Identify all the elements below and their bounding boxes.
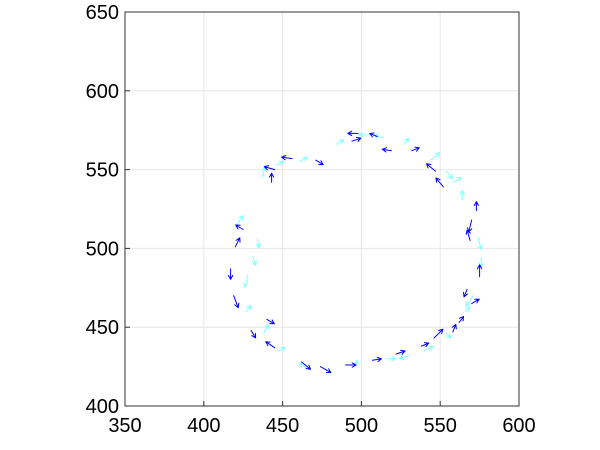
y-tick-label: 400 [86, 396, 119, 418]
grid [124, 11, 520, 407]
quiver-arrow [463, 288, 468, 298]
quiver-arrow [301, 361, 311, 370]
quiver-arrow [452, 177, 463, 183]
quiver-arrow [263, 165, 276, 171]
quiver-arrow [381, 147, 392, 153]
quiver-arrow [395, 349, 406, 355]
quiver-arrow [426, 163, 436, 172]
quiver-arrow [255, 238, 261, 249]
quiver-arrow [358, 132, 370, 138]
quiver-arrow [465, 295, 474, 307]
quiver-arrow [299, 156, 308, 163]
quiver-arrow [435, 177, 444, 188]
quiver-arrow [265, 341, 276, 349]
quiver-arrow [433, 328, 444, 339]
quiver-arrow [335, 139, 345, 145]
quiver-arrow [347, 130, 359, 136]
quiver-arrow [369, 132, 378, 138]
quiver-arrow [227, 268, 234, 280]
quiver-arrow [319, 366, 332, 374]
quiver-arrow [236, 215, 244, 226]
quiver-arrow [411, 146, 420, 152]
y-tick-label: 500 [86, 238, 119, 260]
x-tick-label: 600 [502, 415, 535, 437]
x-tick-label: 350 [108, 415, 141, 437]
quiver-arrow [266, 318, 275, 325]
quiver-arrow [275, 160, 285, 166]
quiver-arrow [420, 342, 430, 348]
quiver-arrow [277, 346, 286, 352]
quiver-arrow [345, 362, 357, 368]
y-tick-label: 550 [86, 160, 119, 182]
quiver-arrow [446, 170, 453, 180]
quiver-arrow [263, 324, 269, 334]
quiver-arrow [234, 237, 241, 248]
quiver-arrow [243, 274, 249, 288]
x-axis-tick-labels: 350 400 450 500 550 600 [108, 415, 535, 437]
quiver-arrow [476, 264, 483, 278]
quiver-arrow [281, 155, 293, 161]
y-axis-tick-labels: 400 450 500 550 600 650 [86, 2, 119, 418]
quiver-arrow [251, 255, 257, 266]
arrow-series-inner [227, 130, 483, 374]
quiver-arrow [446, 333, 452, 339]
quiver-arrow [386, 356, 397, 362]
x-tick-label: 450 [266, 415, 299, 437]
arrow-field [227, 130, 484, 374]
quiver-arrow [268, 172, 275, 183]
quiver-arrow [467, 219, 473, 233]
quiver-arrow [235, 224, 244, 230]
quiver-arrow [315, 159, 324, 166]
quiver-arrow [351, 136, 362, 142]
quiver-arrow [430, 152, 441, 161]
quiver-arrow [465, 229, 471, 241]
quiver-arrow [245, 304, 252, 312]
quiver-arrow [423, 345, 434, 352]
x-tick-label: 550 [424, 415, 457, 437]
y-tick-label: 600 [86, 81, 119, 103]
quiver-arrow [451, 323, 457, 333]
x-tick-label: 400 [187, 415, 220, 437]
quiver-arrow [471, 298, 480, 305]
x-tick-label: 500 [345, 415, 378, 437]
quiver-arrow [477, 236, 483, 250]
plot-area-frame [124, 11, 520, 407]
quiver-arrow [458, 316, 465, 323]
y-tick-label: 450 [86, 317, 119, 339]
quiver-arrow [464, 306, 471, 312]
quiver-arrow [354, 359, 360, 365]
quiver-arrow [250, 329, 257, 339]
quiver-arrow [459, 190, 465, 200]
y-tick-label: 650 [86, 2, 119, 24]
quiver-arrow [371, 356, 382, 363]
arrow-series-outer [236, 132, 484, 369]
quiver-arrow [473, 201, 480, 212]
axis-ticks [124, 11, 520, 407]
quiver-arrow [233, 295, 240, 309]
quiver-arrow [399, 354, 410, 360]
quiver-arrow [403, 137, 409, 145]
